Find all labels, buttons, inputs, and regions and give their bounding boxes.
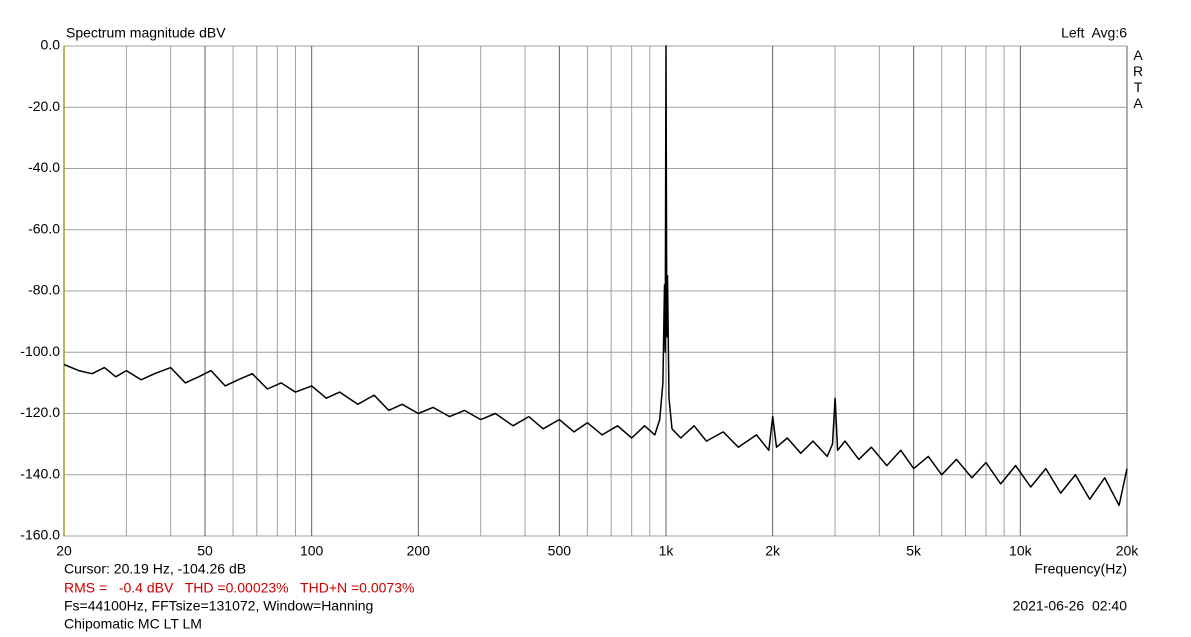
x-tick-label: 50 — [197, 543, 213, 559]
device-name: Chipomatic MC LT LM — [64, 616, 202, 632]
y-tick-label: -140.0 — [20, 465, 60, 481]
x-tick-label: 20 — [56, 543, 72, 559]
y-tick-label: -160.0 — [20, 527, 60, 543]
channel-info: Left Avg:6 — [1061, 25, 1127, 41]
y-tick-label: -100.0 — [20, 343, 60, 359]
y-tick-label: -120.0 — [20, 404, 60, 420]
y-tick-label: -40.0 — [28, 159, 60, 175]
x-tick-label: 500 — [548, 543, 572, 559]
y-tick-label: -20.0 — [28, 98, 60, 114]
x-tick-label: 5k — [906, 543, 922, 559]
y-tick-label: -80.0 — [28, 282, 60, 298]
y-tick-label: -60.0 — [28, 220, 60, 236]
x-axis-label: Frequency(Hz) — [1034, 561, 1127, 577]
x-tick-label: 100 — [300, 543, 324, 559]
timestamp: 2021-06-26 02:40 — [1013, 598, 1128, 614]
x-tick-label: 10k — [1009, 543, 1033, 559]
measurements: RMS = -0.4 dBV THD =0.00023% THD+N =0.00… — [64, 580, 414, 596]
chart-title: Spectrum magnitude dBV — [66, 25, 226, 41]
y-tick-label: 0.0 — [41, 37, 61, 53]
x-tick-label: 20k — [1116, 543, 1140, 559]
x-tick-label: 2k — [765, 543, 781, 559]
x-tick-label: 1k — [659, 543, 675, 559]
x-tick-label: 200 — [407, 543, 431, 559]
spectrum-line — [63, 45, 1128, 507]
settings: Fs=44100Hz, FFTsize=131072, Window=Hanni… — [64, 598, 373, 614]
cursor-readout: Cursor: 20.19 Hz, -104.26 dB — [64, 561, 246, 577]
